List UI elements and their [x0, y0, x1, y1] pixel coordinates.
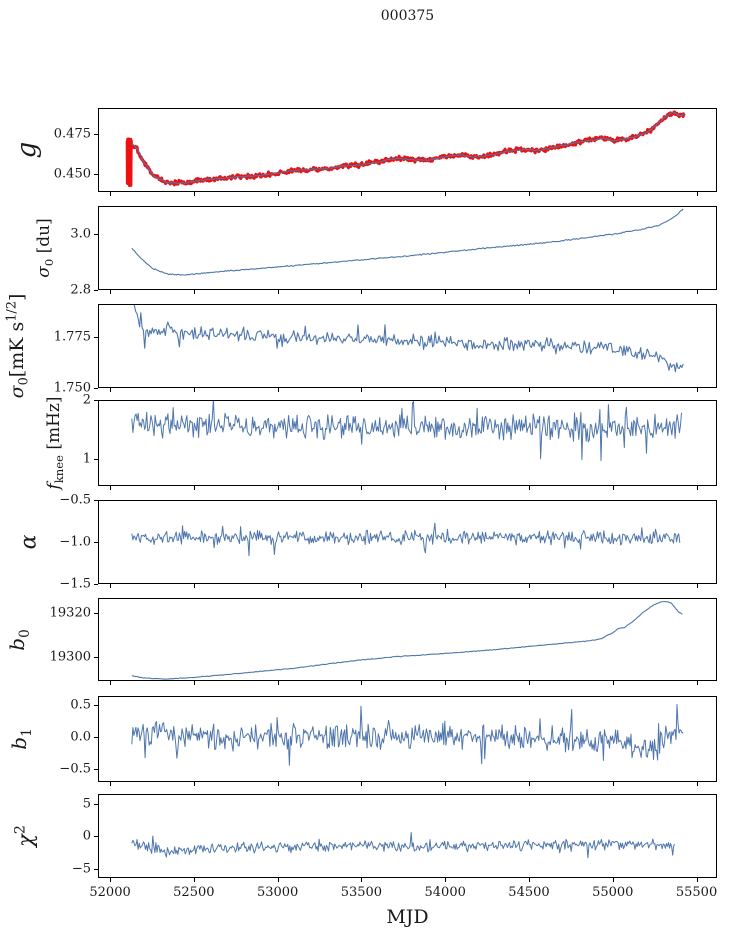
- x-axis-label: MJD: [386, 906, 429, 928]
- sigma0-mk-line-line: [133, 304, 684, 373]
- y-tick-label-b0: 19320: [49, 605, 91, 621]
- plot-title: 000375: [380, 8, 435, 24]
- axes-frame-sigma0-du: [98, 206, 717, 290]
- y-tick-label-g: 0.475: [53, 126, 91, 142]
- y-tick-label-chi2: 0: [82, 828, 91, 844]
- y-tick-label-alpha: −1.5: [59, 576, 91, 592]
- y-tick-label-sigma0-mk: 1.750: [53, 380, 91, 396]
- fknee-line-line: [131, 400, 682, 462]
- y-tick-label-chi2: −5: [71, 861, 91, 877]
- y-axis-label-b0: b0: [5, 628, 33, 651]
- axes-frame-sigma0-mk: [98, 304, 717, 388]
- y-tick-label-chi2: 5: [82, 796, 91, 812]
- axes-frame-alpha: [98, 500, 717, 584]
- x-tick-label: 55000: [592, 885, 634, 900]
- chi2-line-line: [131, 831, 676, 859]
- x-tick-label: 53500: [340, 885, 383, 900]
- y-axis-label-g: g: [12, 141, 42, 159]
- axes-frame-fknee: [98, 400, 717, 486]
- alpha-line-line: [131, 522, 681, 557]
- y-tick-label-alpha: −0.5: [59, 492, 91, 508]
- y-tick-label-g: 0.450: [53, 166, 91, 182]
- x-tick-label: 55500: [675, 885, 718, 900]
- y-tick-label-b1: 0.0: [70, 729, 91, 745]
- x-tick-label: 53000: [256, 885, 299, 900]
- y-axis-label-sigma0-mk: σ0[mK s1/2]: [4, 293, 32, 399]
- y-axis-label-sigma0-du: σ0 [du]: [33, 218, 57, 278]
- x-tick-label: 54000: [424, 885, 466, 900]
- y-axis-label-fknee: fknee [mHz]: [43, 396, 67, 490]
- y-tick-label-b1: −0.5: [59, 761, 91, 777]
- y-tick-label-fknee: 1: [82, 451, 91, 467]
- y-tick-label-sigma0-mk: 1.775: [53, 329, 91, 345]
- y-tick-label-sigma0-du: 3.0: [70, 226, 91, 242]
- sigma0-du-line-line: [131, 208, 684, 276]
- axes-frame-b1: [98, 696, 717, 782]
- gain-raw-line: [125, 110, 686, 187]
- y-tick-label-sigma0-du: 2.8: [70, 282, 91, 298]
- gain-smoothed-line: [131, 111, 686, 185]
- b1-line-line: [131, 703, 684, 766]
- b0-line-line: [131, 600, 683, 680]
- x-tick-label: 54500: [508, 885, 550, 900]
- y-tick-label-alpha: −1.0: [59, 534, 91, 550]
- x-tick-label: 52500: [173, 885, 215, 900]
- y-axis-label-chi2: χ2: [12, 825, 38, 847]
- axes-frame-g: [98, 108, 717, 192]
- y-axis-label-b1: b1: [7, 728, 35, 750]
- y-axis-label-alpha: α: [16, 534, 42, 550]
- axes-frame-chi2: [98, 794, 717, 878]
- x-tick-label: 52000: [89, 885, 131, 900]
- axes-frame-b0: [98, 598, 717, 681]
- y-tick-label-fknee: 2: [82, 392, 91, 408]
- y-tick-label-b1: 0.5: [70, 697, 91, 713]
- y-tick-label-b0: 19300: [49, 649, 91, 665]
